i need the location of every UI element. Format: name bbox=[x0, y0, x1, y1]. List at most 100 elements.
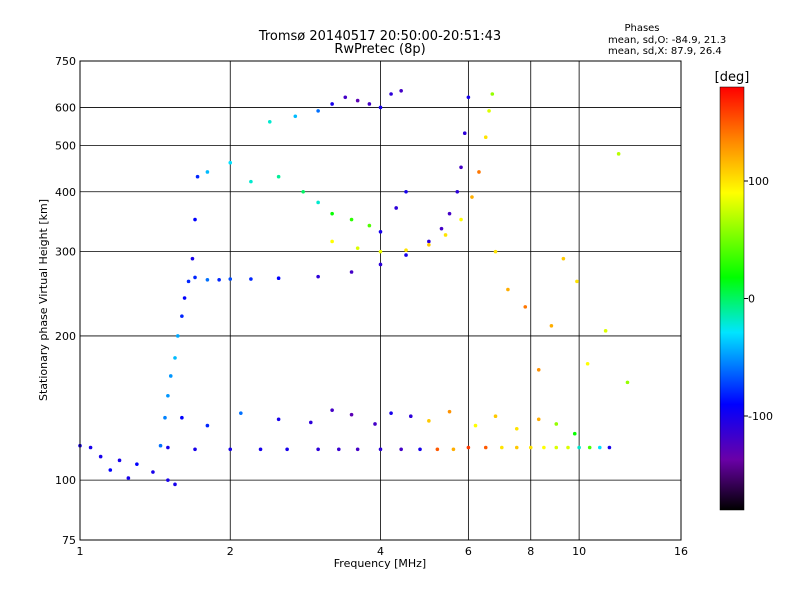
data-point bbox=[308, 420, 313, 425]
data-point bbox=[585, 361, 590, 366]
data-point bbox=[404, 248, 408, 253]
data-point bbox=[343, 95, 348, 100]
data-point bbox=[367, 102, 372, 106]
data-point bbox=[117, 458, 122, 463]
data-point bbox=[561, 256, 566, 261]
data-point bbox=[175, 334, 180, 338]
y-tick-label: 100 bbox=[55, 474, 76, 487]
data-point bbox=[470, 195, 474, 199]
data-point bbox=[190, 256, 195, 261]
y-tick-label: 600 bbox=[55, 101, 76, 114]
data-point bbox=[500, 445, 504, 450]
data-point bbox=[276, 417, 281, 422]
data-point bbox=[394, 206, 398, 210]
data-point bbox=[536, 367, 541, 372]
data-point bbox=[404, 253, 408, 257]
data-point bbox=[186, 279, 191, 284]
data-point bbox=[316, 447, 320, 452]
data-point bbox=[249, 179, 253, 184]
data-point bbox=[459, 217, 463, 222]
data-point bbox=[168, 374, 173, 378]
data-point bbox=[349, 412, 354, 417]
stats-line-x: mean, sd,X: 87.9, 26.4 bbox=[608, 46, 722, 57]
data-point bbox=[418, 447, 422, 452]
plot-frame bbox=[79, 60, 682, 541]
data-point bbox=[258, 447, 263, 452]
data-point bbox=[493, 414, 498, 418]
x-tick-label: 16 bbox=[674, 545, 688, 558]
data-point bbox=[316, 109, 320, 113]
data-point bbox=[205, 170, 210, 174]
data-point bbox=[462, 131, 467, 136]
y-tick-label: 750 bbox=[55, 55, 76, 68]
colorbar-tick-label: 100 bbox=[748, 175, 769, 188]
data-point bbox=[217, 277, 221, 282]
data-point bbox=[427, 242, 431, 247]
data-point bbox=[625, 380, 630, 385]
data-point bbox=[439, 226, 444, 231]
data-point bbox=[276, 174, 281, 179]
data-point bbox=[399, 447, 403, 452]
data-point bbox=[493, 249, 498, 254]
data-point bbox=[337, 447, 341, 452]
data-point bbox=[355, 98, 360, 103]
data-point bbox=[566, 445, 570, 450]
data-point bbox=[88, 445, 93, 450]
data-point bbox=[514, 445, 519, 450]
x-tick-label: 8 bbox=[527, 545, 534, 558]
data-point bbox=[549, 324, 554, 328]
data-point bbox=[455, 189, 460, 194]
data-point bbox=[577, 445, 581, 450]
data-point bbox=[355, 246, 360, 250]
data-point bbox=[389, 411, 393, 415]
data-point bbox=[514, 427, 519, 431]
x-tick-label: 1 bbox=[77, 545, 84, 558]
data-point bbox=[330, 239, 334, 244]
data-point bbox=[98, 454, 103, 459]
data-point bbox=[554, 445, 559, 450]
data-point bbox=[378, 447, 383, 452]
data-point bbox=[173, 482, 177, 487]
y-axis-ticks: 75 100 200 300 400 500 600 750 bbox=[55, 55, 76, 547]
grid-lines bbox=[80, 61, 681, 540]
data-point bbox=[523, 305, 528, 309]
data-point bbox=[373, 422, 377, 426]
chart-subtitle: RwPretec (8p) bbox=[334, 42, 425, 57]
data-point bbox=[239, 411, 243, 415]
data-point bbox=[451, 447, 456, 452]
data-point bbox=[466, 445, 471, 450]
data-point bbox=[466, 95, 471, 100]
data-point bbox=[607, 445, 612, 450]
data-point bbox=[378, 229, 383, 234]
data-point bbox=[195, 174, 200, 179]
data-point bbox=[490, 92, 495, 96]
data-point bbox=[404, 189, 408, 194]
data-point bbox=[408, 414, 413, 418]
data-point bbox=[427, 239, 431, 244]
colorbar-ticks: -100 0 100 bbox=[744, 175, 773, 423]
data-point bbox=[378, 105, 383, 110]
data-point bbox=[389, 92, 393, 96]
data-point bbox=[572, 431, 577, 436]
x-tick-label: 4 bbox=[377, 545, 384, 558]
data-point bbox=[603, 329, 608, 333]
data-point bbox=[447, 211, 452, 216]
data-point bbox=[536, 417, 541, 422]
stats-line-o: mean, sd,O: -84.9, 21.3 bbox=[608, 35, 726, 46]
data-point bbox=[301, 189, 305, 194]
data-point bbox=[182, 296, 187, 300]
data-point bbox=[355, 447, 360, 452]
data-point bbox=[166, 394, 170, 398]
colorbar-tick-label: -100 bbox=[748, 410, 773, 423]
data-point bbox=[193, 447, 197, 452]
data-point bbox=[330, 408, 334, 412]
data-point bbox=[180, 314, 184, 318]
x-tick-label: 10 bbox=[572, 545, 586, 558]
data-point bbox=[166, 445, 170, 450]
data-point bbox=[330, 211, 334, 216]
data-point bbox=[267, 119, 272, 124]
data-point bbox=[427, 419, 431, 423]
data-point bbox=[459, 165, 463, 170]
data-point bbox=[542, 445, 546, 450]
